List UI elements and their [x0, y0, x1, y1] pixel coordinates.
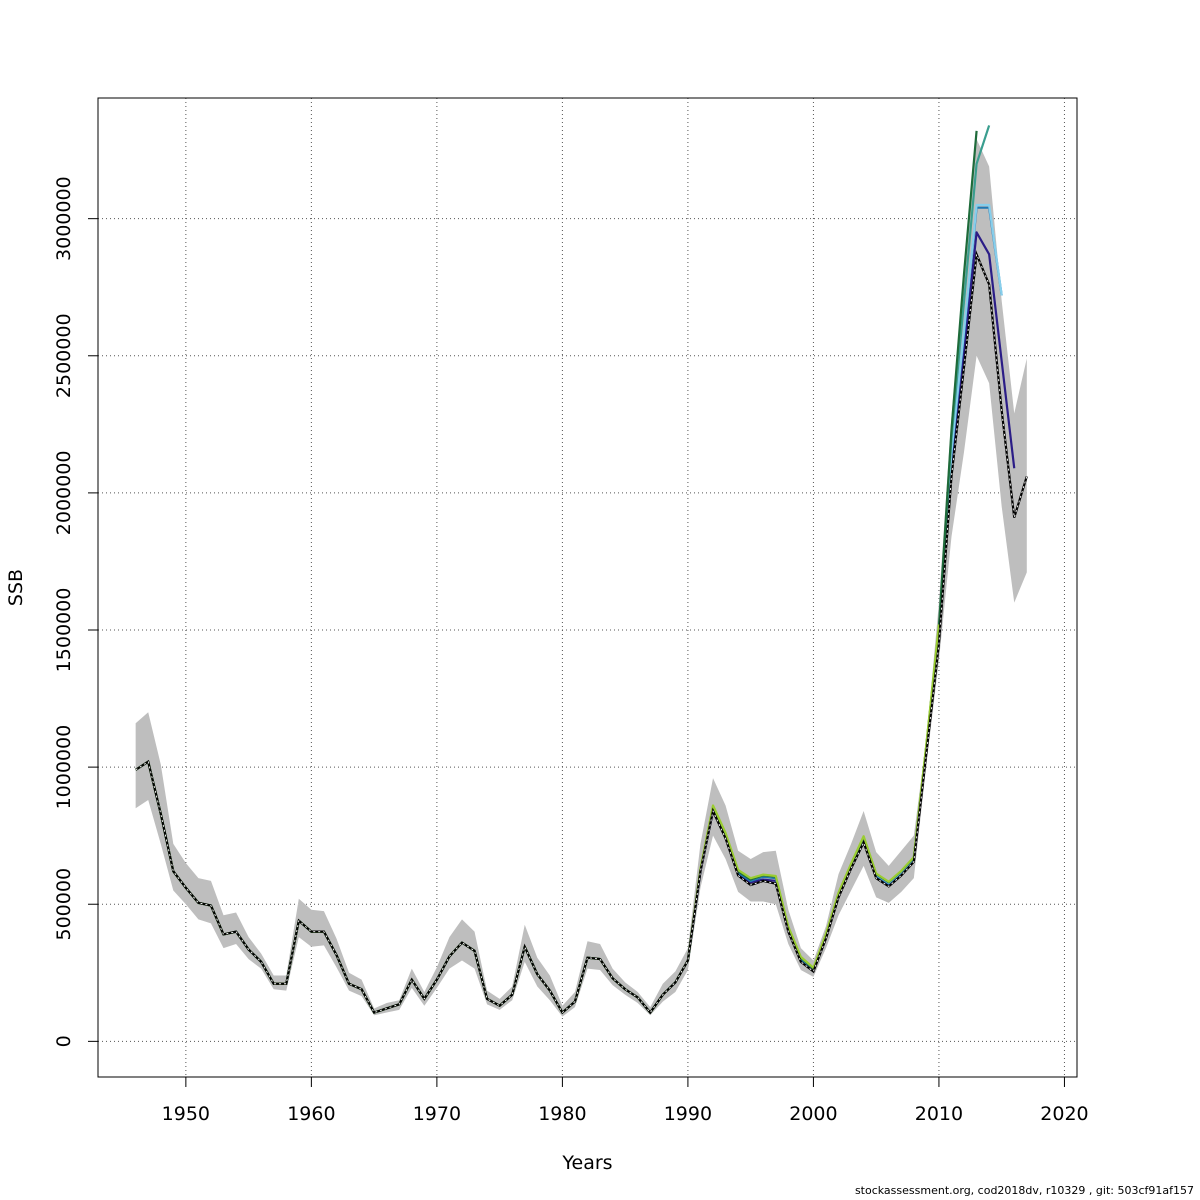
- y-tick-label: 0: [53, 1035, 75, 1047]
- series-line: [135, 206, 1003, 1014]
- x-tick-label: 1960: [287, 1103, 335, 1125]
- x-tick-label: 1980: [538, 1103, 586, 1125]
- series-lines: [135, 125, 1028, 1015]
- series-line: [135, 253, 1028, 1014]
- confidence-band: [135, 139, 1027, 1017]
- x-tick-label: 1970: [413, 1103, 461, 1125]
- footer-credit: stockassessment.org, cod2018dv, r10329 ,…: [854, 1184, 1194, 1197]
- y-tick-label: 2500000: [53, 313, 75, 398]
- confidence-band-area: [135, 139, 1027, 1017]
- y-axis-label: SSB: [5, 569, 27, 606]
- y-tick-label: 1500000: [53, 588, 75, 673]
- y-tick-label: 2000000: [53, 451, 75, 536]
- y-tick-label: 1000000: [53, 725, 75, 810]
- y-axis: 0 500000 1000000 1500000 2000000 2500000 30000…: [53, 176, 99, 1047]
- y-tick-label: 500000: [53, 868, 75, 941]
- x-axis: 1950 1960 1970 1980 1990 2000 2010 2020: [162, 1076, 1089, 1125]
- x-tick-label: 2010: [915, 1103, 963, 1125]
- x-tick-label: 1950: [162, 1103, 210, 1125]
- x-tick-label: 2000: [789, 1103, 837, 1125]
- y-tick-label: 3000000: [53, 176, 75, 261]
- x-axis-label: Years: [561, 1152, 612, 1174]
- x-tick-label: 1990: [664, 1103, 712, 1125]
- x-tick-label: 2020: [1040, 1103, 1088, 1125]
